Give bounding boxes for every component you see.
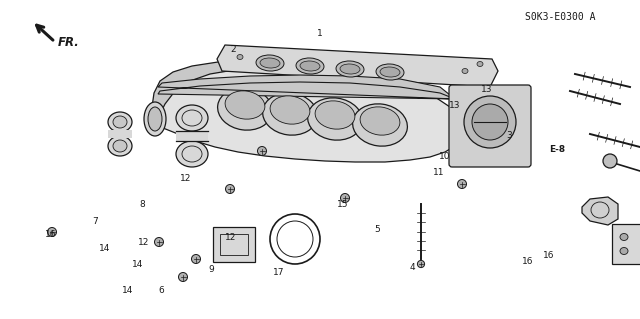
- Text: 11: 11: [433, 168, 444, 177]
- Ellipse shape: [176, 141, 208, 167]
- Text: 9: 9: [209, 265, 214, 274]
- Ellipse shape: [144, 102, 166, 136]
- Polygon shape: [158, 75, 455, 99]
- Ellipse shape: [108, 136, 132, 156]
- Text: 13: 13: [449, 101, 460, 110]
- Ellipse shape: [340, 64, 360, 74]
- Ellipse shape: [340, 194, 349, 203]
- Ellipse shape: [477, 62, 483, 66]
- Ellipse shape: [179, 272, 188, 281]
- Ellipse shape: [154, 238, 163, 247]
- Text: 3: 3: [506, 131, 511, 140]
- Polygon shape: [108, 130, 132, 138]
- Text: 12: 12: [180, 174, 191, 183]
- Ellipse shape: [300, 61, 320, 71]
- Text: 14: 14: [99, 244, 110, 253]
- Ellipse shape: [113, 140, 127, 152]
- Ellipse shape: [353, 104, 408, 146]
- Text: 16: 16: [45, 230, 57, 239]
- Text: 12: 12: [225, 233, 236, 242]
- Ellipse shape: [315, 101, 355, 129]
- Ellipse shape: [417, 260, 424, 268]
- Ellipse shape: [336, 61, 364, 77]
- Ellipse shape: [458, 180, 467, 189]
- Ellipse shape: [308, 98, 362, 140]
- Text: 13: 13: [481, 85, 492, 94]
- Text: 6: 6: [159, 286, 164, 295]
- Text: 12: 12: [138, 238, 150, 247]
- Ellipse shape: [225, 91, 265, 119]
- Ellipse shape: [360, 107, 400, 135]
- Ellipse shape: [113, 116, 127, 128]
- Polygon shape: [176, 131, 208, 141]
- Ellipse shape: [260, 58, 280, 68]
- Text: 5: 5: [375, 225, 380, 234]
- Polygon shape: [152, 60, 462, 146]
- Text: E-8: E-8: [548, 145, 565, 154]
- Ellipse shape: [603, 154, 617, 168]
- Text: S0K3-E0300 A: S0K3-E0300 A: [525, 12, 595, 22]
- Text: FR.: FR.: [58, 35, 80, 48]
- Text: 10: 10: [439, 152, 451, 161]
- Polygon shape: [217, 45, 498, 87]
- Polygon shape: [582, 197, 618, 225]
- Ellipse shape: [218, 88, 273, 130]
- Ellipse shape: [148, 107, 162, 131]
- Text: 14: 14: [122, 286, 134, 295]
- Ellipse shape: [376, 64, 404, 80]
- Text: 17: 17: [273, 268, 284, 277]
- Polygon shape: [213, 227, 255, 262]
- Text: 16: 16: [522, 257, 534, 266]
- Ellipse shape: [191, 255, 200, 263]
- Polygon shape: [155, 67, 465, 162]
- Ellipse shape: [257, 146, 266, 155]
- Text: 14: 14: [132, 260, 143, 269]
- Ellipse shape: [225, 184, 234, 194]
- Ellipse shape: [262, 93, 317, 135]
- FancyBboxPatch shape: [449, 85, 531, 167]
- Ellipse shape: [47, 227, 56, 236]
- Ellipse shape: [462, 69, 468, 73]
- Ellipse shape: [270, 96, 310, 124]
- Text: 15: 15: [337, 200, 348, 209]
- Text: 4: 4: [410, 263, 415, 272]
- Ellipse shape: [472, 104, 508, 140]
- Text: 8: 8: [140, 200, 145, 209]
- Ellipse shape: [620, 248, 628, 255]
- Text: 1: 1: [317, 29, 323, 38]
- Ellipse shape: [620, 234, 628, 241]
- Ellipse shape: [176, 105, 208, 131]
- Ellipse shape: [380, 67, 400, 77]
- Text: 16: 16: [543, 251, 555, 260]
- Ellipse shape: [108, 112, 132, 132]
- Ellipse shape: [256, 55, 284, 71]
- Text: 7: 7: [92, 217, 97, 226]
- Ellipse shape: [237, 55, 243, 60]
- Text: 2: 2: [231, 45, 236, 54]
- Ellipse shape: [296, 58, 324, 74]
- Polygon shape: [612, 224, 640, 264]
- Ellipse shape: [464, 96, 516, 148]
